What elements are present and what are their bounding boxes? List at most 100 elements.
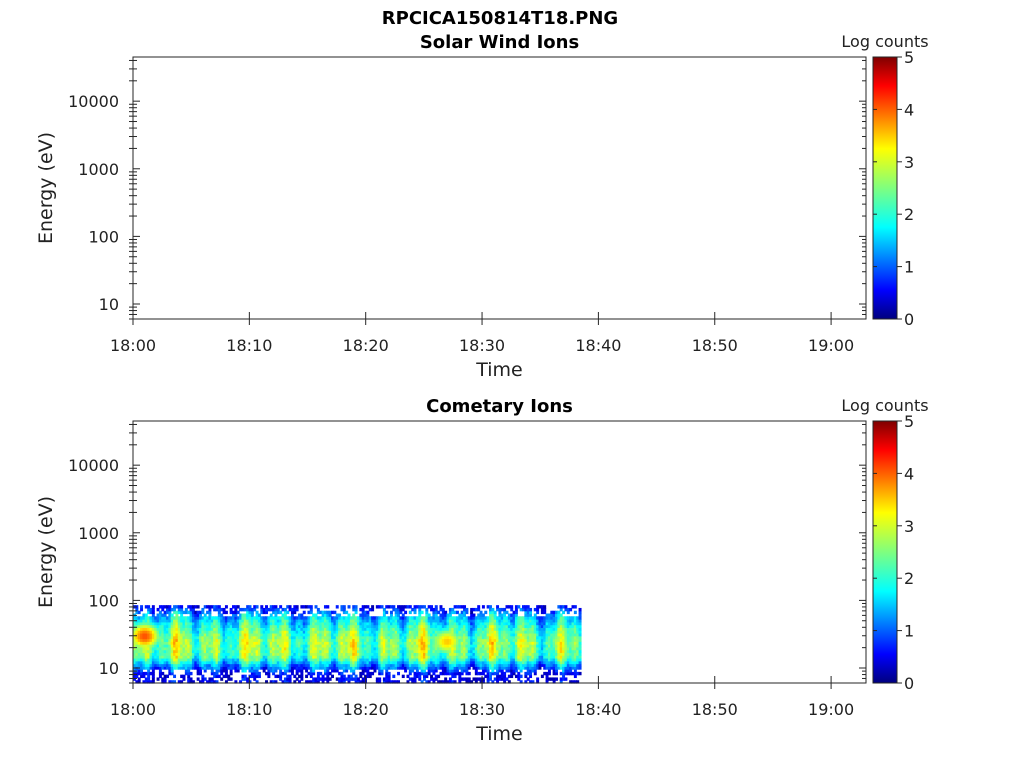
- spectrogram-cell: [243, 677, 247, 681]
- spectrogram-cell: [137, 619, 141, 623]
- spectrogram-cell: [300, 635, 304, 640]
- spectrogram-cell: [524, 680, 528, 684]
- spectrogram-cell: [161, 641, 165, 645]
- spectrogram-cell: [573, 680, 577, 684]
- spectrogram-cell: [166, 674, 169, 679]
- spectrogram-cell: [175, 655, 179, 659]
- spectrogram-cell: [305, 635, 309, 640]
- spectrogram-cell: [373, 632, 377, 637]
- spectrogram-cell: [177, 621, 181, 626]
- spectrogram-cell: [543, 630, 547, 634]
- spectrogram-cell: [196, 646, 200, 651]
- spectrogram-cell: [510, 605, 514, 609]
- spectrogram-cell: [321, 621, 325, 626]
- spectrogram-cell: [378, 646, 382, 651]
- spectrogram-cell: [340, 657, 344, 662]
- spectrogram-cell: [451, 652, 455, 656]
- spectrogram-cell: [455, 652, 459, 656]
- spectrogram-cell: [406, 641, 410, 645]
- spectrogram-cell: [241, 655, 245, 659]
- spectrogram-cell: [314, 621, 318, 626]
- spectrogram-cell: [255, 632, 259, 637]
- spectrogram-cell: [481, 635, 485, 640]
- spectrogram-cell: [411, 644, 415, 648]
- spectrogram-cell: [189, 680, 193, 684]
- spectrogram-cell: [439, 644, 443, 648]
- spectrogram-cell: [356, 624, 360, 628]
- spectrogram-cell: [354, 657, 358, 662]
- spectrogram-cell: [481, 680, 485, 684]
- spectrogram-cell: [413, 621, 417, 626]
- spectrogram-cell: [486, 646, 490, 651]
- spectrogram-cell: [359, 649, 363, 654]
- spectrogram-cell: [522, 607, 525, 612]
- spectrogram-cell: [522, 624, 525, 628]
- colorbar-tick-label: 4: [904, 100, 914, 119]
- spectrogram-cell: [250, 610, 254, 615]
- spectrogram-cell: [173, 605, 177, 609]
- spectrogram-cell: [257, 616, 261, 620]
- spectrogram-cell: [413, 641, 417, 645]
- spectrogram-cell: [352, 605, 356, 609]
- spectrogram-cell: [531, 649, 535, 654]
- spectrogram-cell: [562, 630, 566, 634]
- spectrogram-cell: [576, 652, 580, 656]
- spectrogram-cell: [248, 655, 252, 659]
- spectrogram-cell: [137, 641, 141, 645]
- spectrogram-cell: [213, 616, 217, 620]
- spectrogram-cell: [470, 680, 474, 684]
- spectrogram-cell: [243, 646, 247, 651]
- spectrogram-cell: [437, 610, 441, 615]
- spectrogram-cell: [498, 649, 502, 654]
- spectrogram-cell: [236, 619, 240, 623]
- spectrogram-cell: [217, 638, 221, 642]
- spectrogram-cell: [526, 641, 530, 645]
- spectrogram-cell: [533, 613, 537, 617]
- spectrogram-cell: [477, 616, 481, 620]
- spectrogram-cell: [316, 646, 320, 651]
- spectrogram-cell: [474, 652, 478, 656]
- spectrogram-cell: [359, 644, 363, 648]
- spectrogram-cell: [522, 655, 525, 659]
- spectrogram-cell: [255, 669, 259, 673]
- spectrogram-cell: [394, 635, 398, 640]
- spectrogram-cell: [300, 613, 304, 617]
- spectrogram-cell: [491, 671, 495, 676]
- spectrogram-cell: [444, 621, 448, 626]
- spectrogram-cell: [425, 624, 429, 628]
- spectrogram-cell: [234, 641, 238, 645]
- spectrogram-cell: [191, 627, 195, 631]
- spectrogram-cell: [144, 613, 148, 617]
- spectrogram-cell: [342, 630, 346, 634]
- spectrogram-cell: [309, 610, 313, 615]
- spectrogram-cell: [434, 660, 438, 665]
- spectrogram-cell: [173, 680, 177, 684]
- spectrogram-cell: [276, 619, 280, 623]
- spectrogram-cell: [564, 641, 568, 645]
- spectrogram-cell: [496, 677, 500, 681]
- spectrogram-cell: [260, 649, 264, 654]
- spectrogram-cell: [210, 616, 214, 620]
- spectrogram-cell: [578, 649, 582, 654]
- spectrogram-cell: [265, 605, 268, 609]
- spectrogram-cell: [418, 621, 422, 626]
- spectrogram-cell: [144, 666, 148, 670]
- spectrogram-cell: [418, 674, 422, 679]
- spectrogram-cell: [342, 607, 346, 612]
- spectrogram-cell: [274, 624, 278, 628]
- spectrogram-cell: [347, 660, 351, 665]
- spectrogram-cell: [182, 652, 186, 656]
- spectrogram-cell: [316, 630, 320, 634]
- spectrogram-cell: [163, 649, 167, 654]
- spectrogram-cell: [149, 621, 153, 626]
- spectrogram-cell: [578, 638, 582, 642]
- spectrogram-cell: [309, 674, 313, 679]
- spectrogram-cell: [260, 621, 264, 626]
- spectrogram-cell: [571, 646, 575, 651]
- spectrogram-cell: [210, 680, 214, 684]
- spectrogram-cell: [519, 638, 523, 642]
- spectrogram-cell: [378, 680, 382, 684]
- spectrogram-cell: [302, 605, 306, 609]
- spectrogram-cell: [274, 657, 278, 662]
- spectrogram-cell: [356, 635, 360, 640]
